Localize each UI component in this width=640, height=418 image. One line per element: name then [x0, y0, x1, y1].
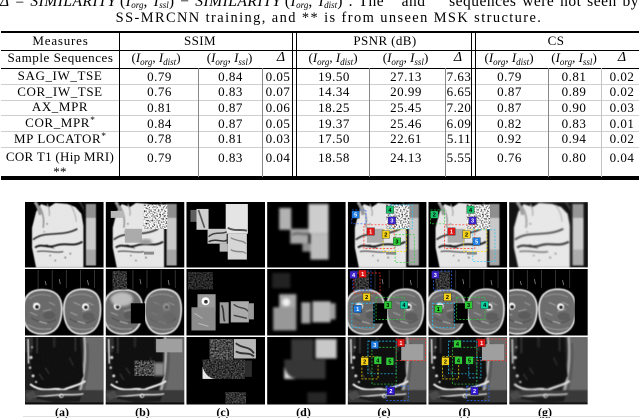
svg-text:4: 4 [376, 358, 380, 364]
svg-text:3: 3 [467, 303, 470, 309]
svg-text:1: 1 [437, 307, 440, 313]
svg-text:2: 2 [363, 359, 366, 365]
svg-text:4: 4 [469, 208, 473, 214]
svg-text:2: 2 [465, 233, 468, 239]
svg-text:3: 3 [471, 219, 474, 225]
svg-text:4: 4 [457, 358, 461, 364]
svg-text:4: 4 [483, 303, 487, 309]
svg-text:2: 2 [473, 389, 476, 395]
svg-text:5: 5 [388, 359, 391, 365]
svg-text:4: 4 [402, 303, 406, 309]
svg-text:1: 1 [450, 230, 453, 236]
svg-text:5: 5 [354, 213, 357, 219]
svg-text:1: 1 [480, 341, 483, 347]
svg-text:4: 4 [456, 342, 460, 348]
svg-text:3: 3 [373, 343, 376, 349]
svg-text:1: 1 [361, 272, 364, 278]
svg-text:2: 2 [389, 389, 392, 395]
svg-text:2: 2 [446, 295, 449, 301]
svg-text:2: 2 [433, 213, 436, 219]
svg-text:3: 3 [395, 240, 398, 246]
svg-text:5: 5 [468, 358, 471, 364]
svg-text:3: 3 [434, 273, 437, 279]
svg-text:2: 2 [365, 295, 368, 301]
svg-text:4: 4 [388, 208, 392, 214]
svg-text:3: 3 [390, 219, 393, 225]
svg-text:1: 1 [356, 307, 359, 313]
svg-text:1: 1 [369, 230, 372, 236]
svg-text:5: 5 [475, 240, 478, 246]
svg-text:2: 2 [444, 359, 447, 365]
svg-text:3: 3 [386, 303, 389, 309]
svg-text:2: 2 [384, 233, 387, 239]
svg-text:1: 1 [399, 341, 402, 347]
svg-text:4: 4 [352, 273, 356, 279]
